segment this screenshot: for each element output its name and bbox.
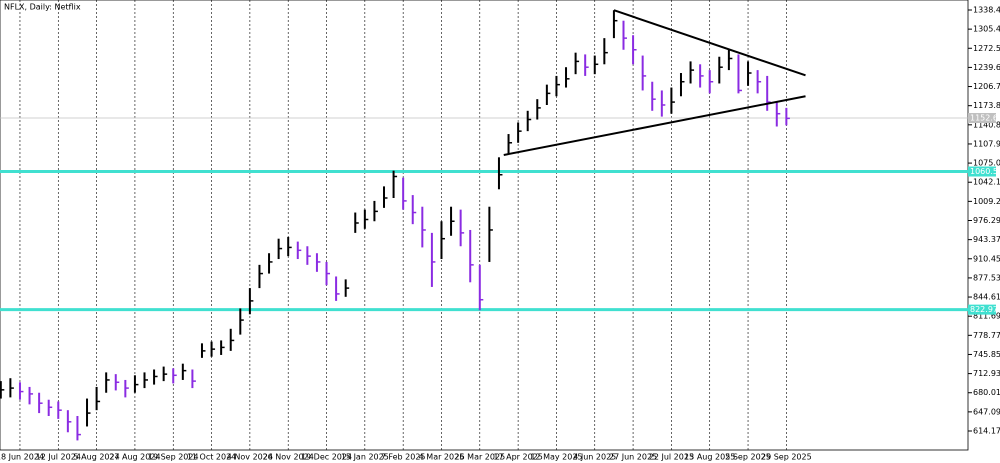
x-tick-label: 22 Jul 2025 xyxy=(649,453,694,462)
y-tick-label: 811.69 xyxy=(973,312,1000,321)
y-tick-label: 1305.49 xyxy=(973,25,1000,34)
y-tick-label: 910.45 xyxy=(973,254,1000,263)
x-tick-label: 13 Aug 2025 xyxy=(684,453,735,462)
x-tick-label: 29 Sep 2025 xyxy=(761,453,812,462)
x-tick-label: 26 Mar 2025 xyxy=(454,453,505,462)
y-tick-label: 1107.97 xyxy=(973,139,1000,148)
x-tick-label: 5 Aug 2024 xyxy=(74,453,120,462)
y-tick-label: 844.61 xyxy=(973,293,1000,302)
x-tick-label: 4 Jun 2025 xyxy=(573,453,616,462)
x-tick-label: 19 Dec 2024 xyxy=(301,453,352,462)
y-tick-label: 1239.65 xyxy=(973,63,1000,72)
trendline xyxy=(613,9,806,77)
y-tick-label: 1338.41 xyxy=(973,5,1000,14)
level-label: 1060.55 xyxy=(970,167,1000,176)
y-tick-label: 1075.05 xyxy=(973,159,1000,168)
x-tick-label: 7 Feb 2025 xyxy=(381,453,426,462)
level-box xyxy=(968,166,996,177)
x-tick-label: 19 Sep 2024 xyxy=(148,453,199,462)
trendline xyxy=(503,95,806,156)
level-label: 822.97 xyxy=(970,305,998,314)
y-tick-label: 943.37 xyxy=(973,235,1000,244)
y-tick-label: 778.77 xyxy=(973,331,1000,340)
x-tick-label: 12 May 2025 xyxy=(530,453,582,462)
x-tick-label: 26 Nov 2024 xyxy=(263,453,314,462)
x-tick-label: 5 Sep 2025 xyxy=(725,453,771,462)
x-tick-label: 4 Mar 2025 xyxy=(419,453,465,462)
y-tick-label: 1042.13 xyxy=(973,178,1000,187)
x-tick-label: 12 Jul 2024 xyxy=(36,453,81,462)
x-tick-label: 27 Aug 2024 xyxy=(109,453,160,462)
x-tick-label: 18 Jun 2024 xyxy=(0,453,44,462)
y-tick-label: 1009.21 xyxy=(973,197,1000,206)
level-box xyxy=(968,304,996,315)
x-tick-label: 4 Nov 2024 xyxy=(227,453,273,462)
x-tick-label: 27 Jun 2025 xyxy=(609,453,657,462)
x-tick-label: 15 Jan 2025 xyxy=(341,453,389,462)
y-tick-label: 745.85 xyxy=(973,350,1000,359)
y-tick-label: 1206.73 xyxy=(973,82,1000,91)
y-tick-label: 1173.81 xyxy=(973,101,1000,110)
last-price-box xyxy=(968,113,996,124)
y-tick-label: 877.53 xyxy=(973,273,1000,282)
plot-area xyxy=(0,0,969,451)
y-tick-label: 614.17 xyxy=(973,427,1000,436)
y-tick-label: 680.01 xyxy=(973,388,1000,397)
y-tick-label: 1140.89 xyxy=(973,120,1000,129)
x-tick-label: 11 Oct 2024 xyxy=(187,453,236,462)
x-tick-label: 17 Apr 2025 xyxy=(493,453,542,462)
y-tick-label: 1272.57 xyxy=(973,44,1000,53)
y-tick-label: 647.09 xyxy=(973,407,1000,416)
y-tick-label: 976.29 xyxy=(973,216,1000,225)
last-price-label: 1152.60 xyxy=(970,114,1000,123)
y-tick-label: 712.93 xyxy=(973,369,1000,378)
chart-title: NFLX, Daily: Netflix xyxy=(4,3,81,12)
